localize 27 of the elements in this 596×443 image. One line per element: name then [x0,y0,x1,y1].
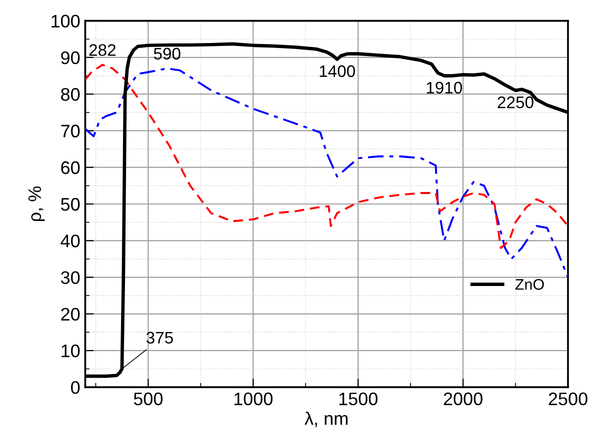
y-tick-label: 90 [61,51,80,64]
y-tick-label: 40 [60,234,80,248]
y-tick-label: 50 [61,198,80,211]
annotation: 375 [146,332,173,344]
y-tick-label: 70 [61,124,80,138]
x-tick-label: 1500 [339,392,378,406]
annotation: 590 [154,48,180,60]
x-tick-label: 1000 [234,392,273,406]
y-axis-title: ρ, % [28,186,45,222]
annotation: 282 [89,44,116,56]
line-series [85,64,568,249]
y-tick-label: 30 [60,271,80,284]
x-tick-label: 2000 [444,392,482,406]
y-tick-label: 0 [71,381,80,394]
y-tick-label: 20 [61,308,80,321]
y-tick-label: 80 [61,88,80,101]
x-axis-title: λ, nm [304,412,348,428]
x-tick-label: 500 [134,392,163,406]
legend-label: ZnO [515,278,544,290]
y-tick-label: 60 [61,161,80,174]
annotation: 1910 [426,82,462,94]
x-tick-label: 2500 [548,392,588,406]
annotation: 1400 [320,65,355,78]
y-tick-label: 10 [62,344,80,358]
line-series [85,67,568,278]
annotation: 2250 [498,96,534,108]
y-tick-label: 100 [52,14,80,28]
